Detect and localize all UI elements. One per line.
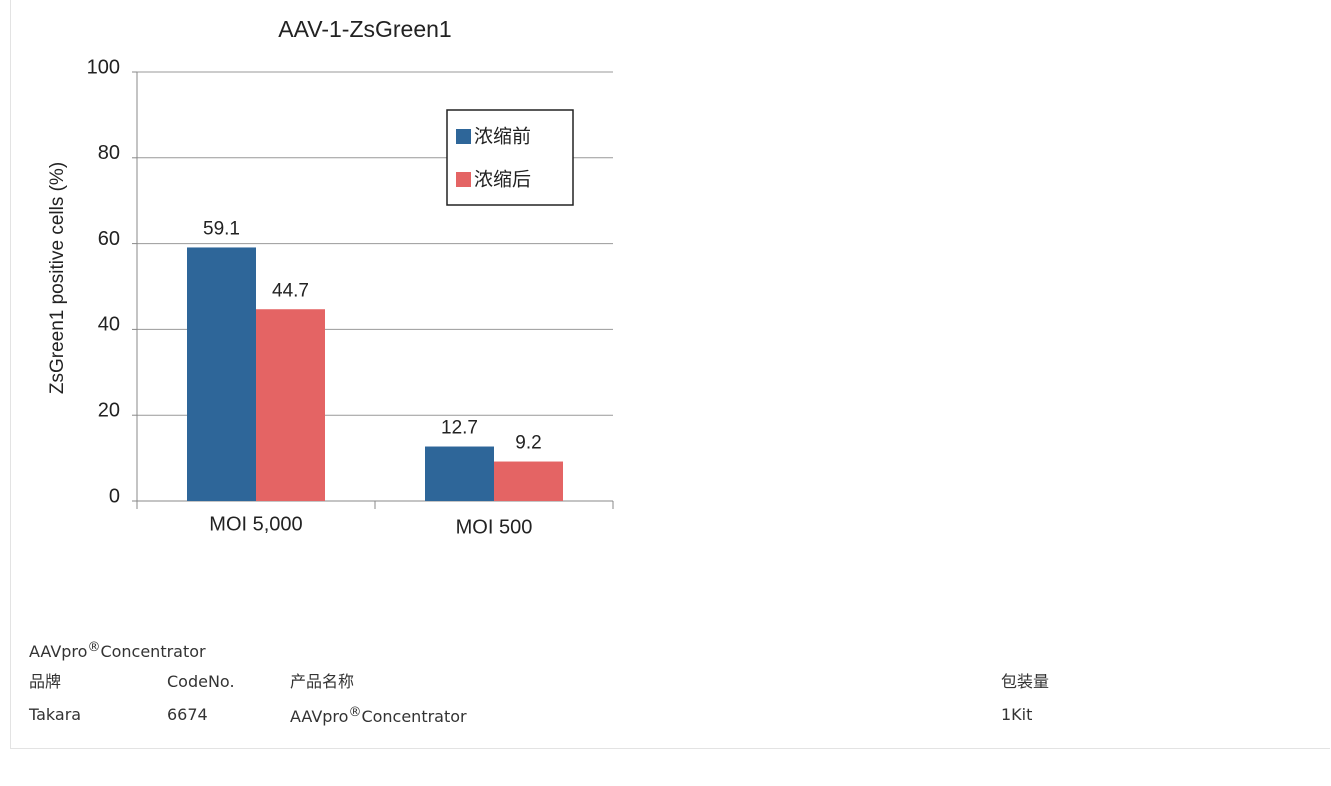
- bar: [187, 247, 256, 501]
- y-axis-label: ZsGreen1 positive cells (%): [47, 162, 68, 394]
- table-header: CodeNo.: [167, 672, 235, 691]
- data-label: 9.2: [515, 433, 541, 454]
- table-header: 包装量: [1001, 672, 1050, 691]
- legend-label: 浓缩前: [474, 126, 531, 148]
- legend-swatch: [456, 172, 471, 187]
- product-title: AAVpro®Concentrator: [29, 640, 206, 662]
- chart: AAV-1-ZsGreen1 ZsGreen1 positive cells (…: [47, 16, 614, 538]
- table-header: 品牌: [29, 672, 62, 691]
- x-tick-label: MOI 500: [456, 516, 533, 538]
- bar: [256, 309, 325, 501]
- table-cell: 1Kit: [1001, 705, 1033, 724]
- bar: [494, 461, 563, 501]
- content-frame: [10, 0, 1330, 749]
- chart-title: AAV-1-ZsGreen1: [278, 16, 451, 42]
- x-tick-label: MOI 5,000: [209, 513, 302, 535]
- legend-swatch: [456, 129, 471, 144]
- y-tick-label: 40: [98, 314, 120, 336]
- bar: [425, 446, 494, 501]
- data-label: 44.7: [272, 280, 309, 301]
- y-tick-label: 20: [98, 399, 120, 421]
- legend-box: [446, 109, 574, 206]
- y-tick-label: 0: [109, 485, 120, 507]
- text: ®: [87, 640, 101, 655]
- table-header: 产品名称: [290, 672, 355, 691]
- text: Concentrator: [361, 707, 467, 726]
- y-tick-label: 100: [87, 56, 120, 78]
- data-label: 12.7: [441, 418, 478, 439]
- y-tick-label: 60: [98, 228, 120, 250]
- table-cell: Takara: [29, 705, 82, 724]
- table-cell: AAVpro®Concentrator: [290, 705, 467, 727]
- y-tick-label: 80: [98, 142, 120, 164]
- data-label: 59.1: [203, 218, 240, 239]
- text: Concentrator: [100, 642, 206, 661]
- legend-label: 浓缩后: [474, 169, 531, 191]
- text: ®: [348, 705, 362, 720]
- text: AAVpro: [290, 707, 349, 726]
- text: AAVpro: [29, 642, 88, 661]
- table-cell: 6674: [167, 705, 208, 724]
